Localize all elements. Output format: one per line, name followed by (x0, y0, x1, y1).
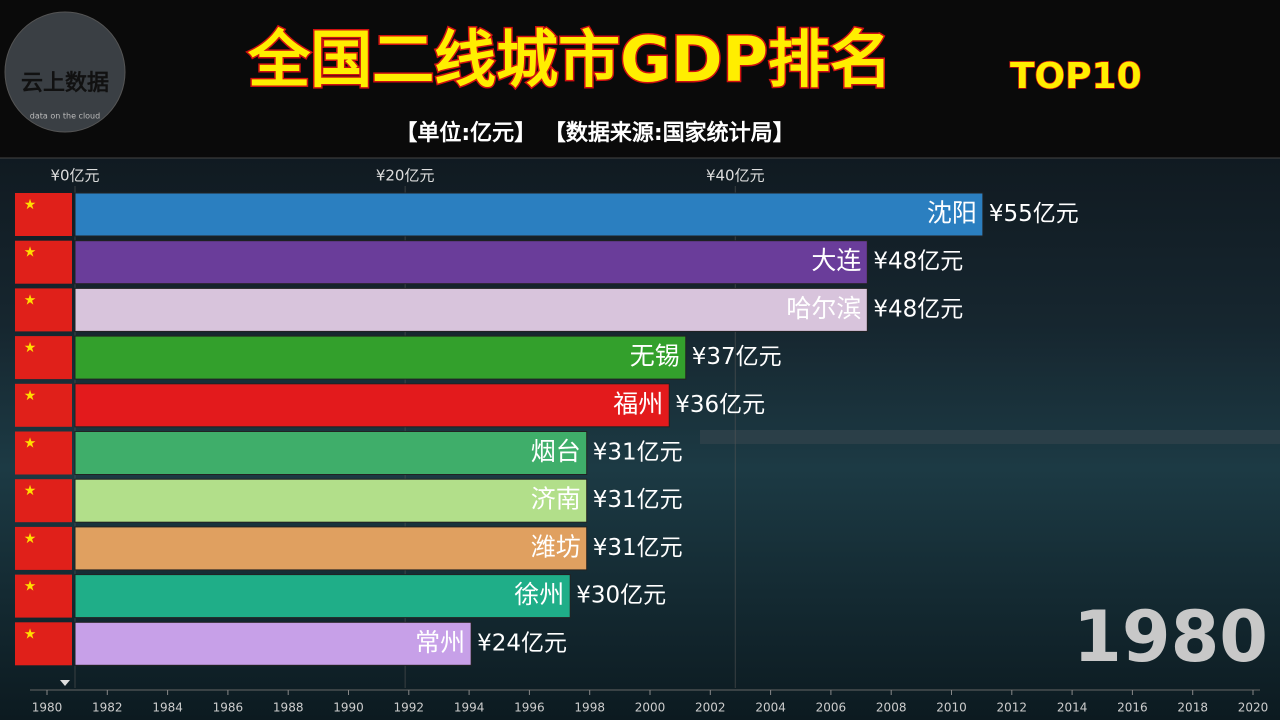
x-tick-label: ¥0亿元 (50, 167, 99, 185)
flag (15, 288, 72, 332)
flag-star: ★ (24, 245, 37, 261)
value-label: ¥48亿元 (873, 249, 963, 275)
flag (15, 622, 72, 666)
bar-category-label: 哈尔滨 (786, 294, 861, 323)
timeline-tick-label: 2016 (1117, 701, 1148, 715)
flag-star: ★ (24, 626, 37, 642)
flag-star: ★ (24, 197, 37, 213)
timeline-tick-label: 2020 (1238, 701, 1269, 715)
value-label: ¥55亿元 (989, 201, 1079, 227)
flag-star: ★ (24, 388, 37, 404)
value-label: ¥48亿元 (873, 296, 963, 322)
bar (74, 240, 868, 285)
timeline-tick-label: 2010 (936, 701, 967, 715)
year-label: 1980 (1073, 596, 1268, 678)
flag-star: ★ (24, 531, 37, 547)
flag (15, 336, 72, 380)
timeline-tick-label: 1992 (394, 701, 425, 715)
bar-category-label: 无锡 (630, 342, 680, 371)
bridge-silhouette (700, 430, 1280, 444)
flag-star: ★ (24, 292, 37, 308)
bar (74, 192, 984, 237)
timeline-tick-label: 1990 (333, 701, 364, 715)
value-label: ¥31亿元 (593, 440, 683, 466)
bar-category-label: 烟台 (531, 437, 581, 466)
chart-subtitle: TOP10 (1010, 56, 1142, 97)
x-tick-label: ¥20亿元 (376, 167, 435, 185)
value-label: ¥30亿元 (576, 583, 666, 609)
timeline-tick-label: 2006 (816, 701, 847, 715)
flag (15, 479, 72, 523)
timeline-tick-label: 1984 (152, 701, 183, 715)
bar-category-label: 福州 (613, 389, 663, 418)
timeline-tick-label: 2012 (997, 701, 1028, 715)
bar (74, 431, 588, 475)
flag (15, 526, 72, 570)
header-band (0, 0, 1280, 158)
timeline-tick-label: 2008 (876, 701, 907, 715)
flag-star: ★ (24, 483, 37, 499)
logo-subtext: data on the cloud (30, 112, 100, 121)
timeline-tick-label: 1986 (213, 701, 244, 715)
logo-circle (4, 11, 126, 133)
timeline-tick-label: 1980 (32, 701, 63, 715)
bar-category-label: 常州 (415, 628, 465, 657)
timeline-tick-label: 1996 (514, 701, 545, 715)
flag-star: ★ (24, 579, 37, 595)
timeline-marker (60, 680, 70, 686)
bar (74, 478, 588, 523)
bar-category-label: 潍坊 (531, 532, 581, 561)
bar-category-label: 济南 (531, 485, 581, 514)
flag (15, 193, 72, 236)
bar (74, 383, 670, 428)
flag (15, 383, 72, 427)
chart-title: 全国二线城市GDP排名 (247, 23, 892, 96)
value-label: ¥36亿元 (675, 392, 765, 418)
value-label: ¥37亿元 (692, 344, 782, 370)
timeline-tick-label: 2002 (695, 701, 726, 715)
flag (15, 574, 72, 618)
bar-category-label: 大连 (811, 246, 861, 275)
bar (74, 526, 588, 571)
x-tick-label: ¥40亿元 (706, 167, 765, 185)
bar (74, 287, 868, 332)
value-label: ¥24亿元 (477, 630, 567, 656)
flag (15, 431, 72, 475)
bar (74, 335, 687, 380)
timeline-tick-label: 1982 (92, 701, 123, 715)
flag-star: ★ (24, 436, 37, 452)
value-label: ¥31亿元 (593, 487, 683, 513)
timeline-tick-label: 1988 (273, 701, 304, 715)
value-label: ¥31亿元 (593, 535, 683, 561)
flag-star: ★ (24, 340, 37, 356)
timeline-tick-label: 1998 (574, 701, 605, 715)
timeline-tick-label: 1994 (454, 701, 485, 715)
logo-text: 云上数据 (21, 70, 109, 96)
flag (15, 240, 72, 284)
timeline-tick-label: 2018 (1177, 701, 1208, 715)
bar-category-label: 徐州 (514, 580, 564, 609)
source-note: 【单位:亿元】 【数据来源:国家统计局】 (395, 120, 794, 146)
timeline-tick-label: 2014 (1057, 701, 1088, 715)
bar (74, 574, 571, 619)
bar (74, 621, 472, 666)
bar-category-label: 沈阳 (927, 199, 977, 228)
timeline-tick-label: 2000 (635, 701, 666, 715)
timeline-tick-label: 2004 (755, 701, 786, 715)
